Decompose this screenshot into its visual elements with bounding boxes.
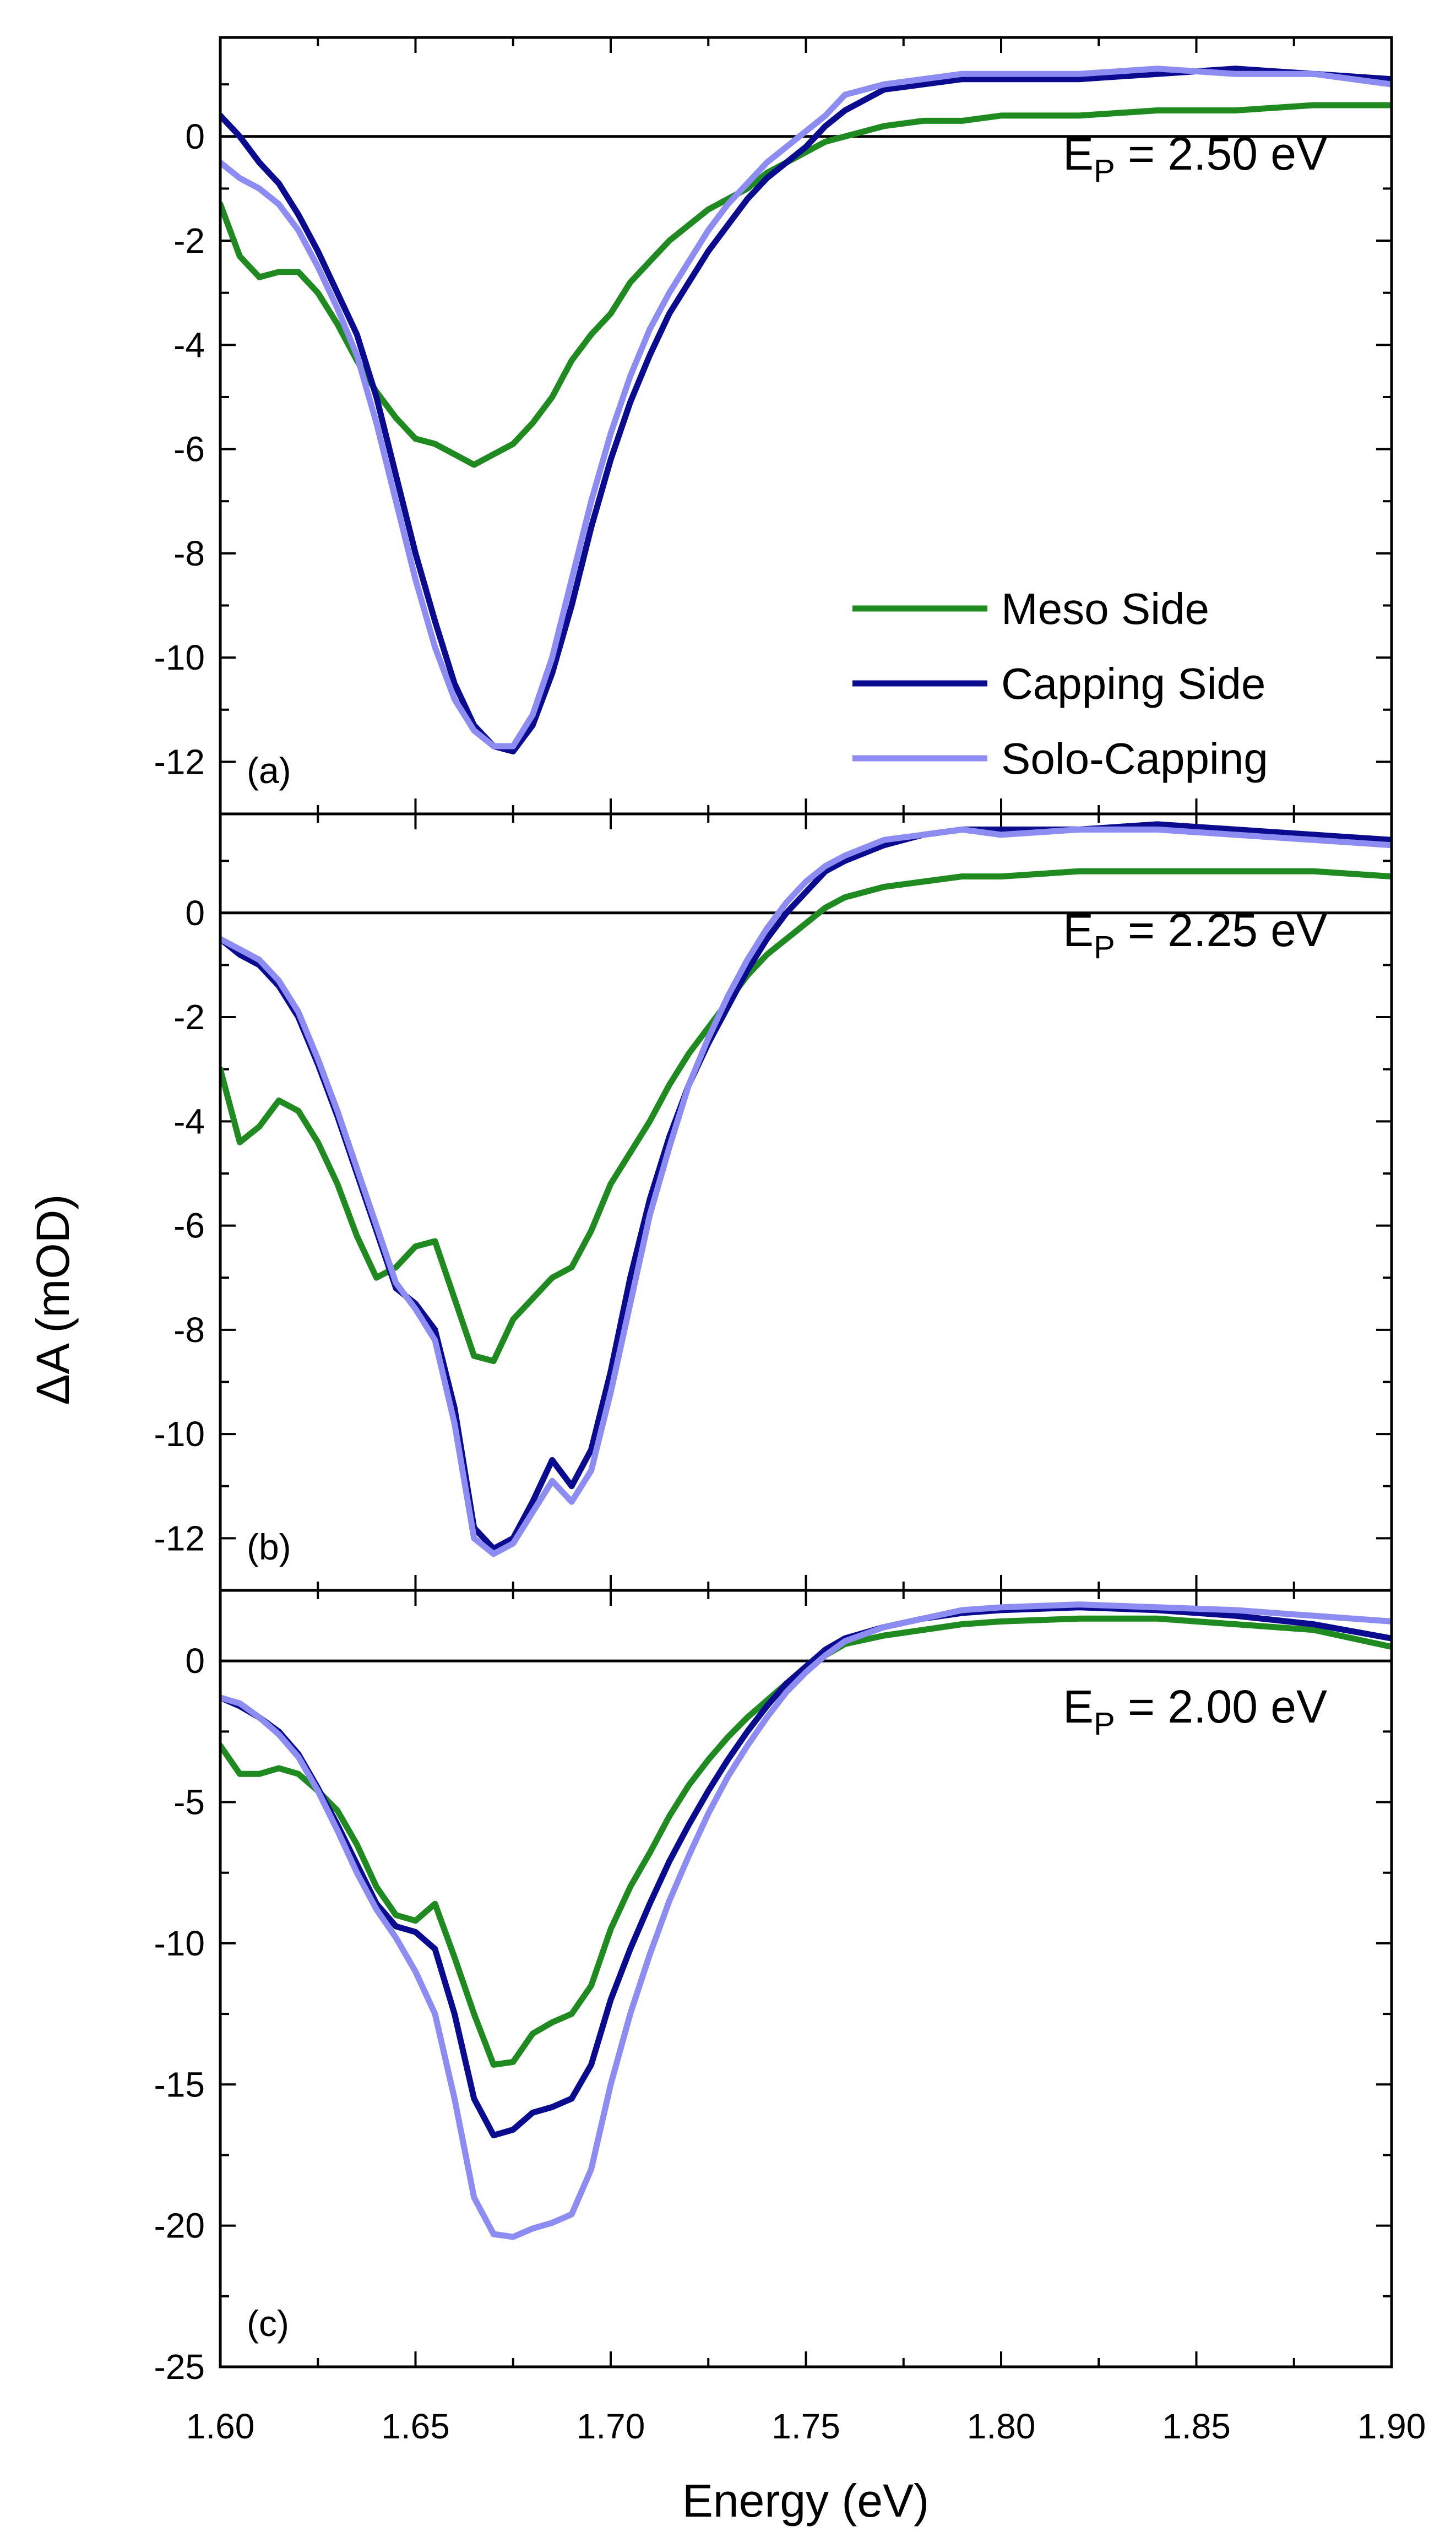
pump-energy-subscript: P <box>1094 153 1115 189</box>
panel-b: 0 -2 -4 -6 -8 -10 -12 (b) EP = 2.25 eV <box>154 812 1393 1592</box>
panel-label: (a) <box>247 750 291 791</box>
pump-energy-label: EP = 2.50 eV <box>1063 128 1327 189</box>
series-line-meso-side <box>220 1615 1392 2068</box>
legend-label: Meso Side <box>1001 584 1209 633</box>
y-tick-label: -8 <box>173 534 205 573</box>
pump-energy-subscript: P <box>1094 930 1115 965</box>
y-tick-label: -10 <box>154 1924 205 1963</box>
x-tick-label: 1.90 <box>1357 2406 1426 2446</box>
series-group <box>220 821 1392 1557</box>
legend-label: Capping Side <box>1001 659 1265 708</box>
y-tick-label: -12 <box>154 742 205 781</box>
pump-energy-symbol: E <box>1063 904 1094 956</box>
pump-energy-value: = 2.50 eV <box>1115 128 1327 180</box>
y-tick-label: 0 <box>185 893 205 933</box>
y-tick-label: -6 <box>173 430 205 469</box>
y-tick-label: -12 <box>154 1518 205 1558</box>
y-tick-label: -2 <box>173 221 205 260</box>
series-line-solo-capping <box>220 1601 1392 2240</box>
panel-c: 0 -5 -10 -15 -20 -25 1.60 1.65 1.70 1.75 1.80 1.85 1… <box>154 1589 1426 2446</box>
x-tick-label: 1.75 <box>772 2406 840 2446</box>
y-tick-label: 0 <box>185 1641 205 1681</box>
x-axis-title: Energy (eV) <box>682 2475 929 2527</box>
y-tick-label: -20 <box>154 2206 205 2246</box>
pump-energy-value: = 2.00 eV <box>1115 1681 1327 1732</box>
series-line-solo-capping <box>220 826 1392 1557</box>
pump-energy-subscript: P <box>1094 1706 1115 1742</box>
panel-a: 0 -2 -4 -6 -8 -10 -12 (a) EP = 2.50 eV <box>154 36 1393 816</box>
y-tick-label: -4 <box>173 1101 205 1141</box>
x-tick-label: 1.80 <box>967 2406 1036 2446</box>
y-tick-label: 0 <box>185 117 205 156</box>
x-tick-label: 1.60 <box>186 2406 255 2446</box>
series-line-solo-capping <box>220 66 1392 749</box>
series-line-meso-side <box>220 868 1392 1365</box>
panel-label: (c) <box>247 2303 289 2344</box>
y-tick-label: -10 <box>154 638 205 677</box>
series-group <box>220 66 1392 754</box>
y-tick-label: -8 <box>173 1310 205 1350</box>
legend: Meso Side Capping Side Solo-Capping <box>852 584 1268 783</box>
y-tick-label: -5 <box>173 1783 205 1822</box>
panel-label: (b) <box>247 1526 291 1567</box>
y-tick-label: -2 <box>173 997 205 1037</box>
pump-energy-value: = 2.25 eV <box>1115 904 1327 956</box>
x-tick-label: 1.70 <box>577 2406 645 2446</box>
y-tick-label: -6 <box>173 1206 205 1246</box>
series-line-capping-side <box>220 66 1392 754</box>
y-tick-label: -10 <box>154 1414 205 1454</box>
legend-label: Solo-Capping <box>1001 734 1268 783</box>
x-tick-label: 1.85 <box>1162 2406 1231 2446</box>
pump-energy-label: EP = 2.00 eV <box>1063 1681 1327 1742</box>
series-group <box>220 1601 1392 2240</box>
y-tick-label: -4 <box>173 325 205 365</box>
pump-energy-label: EP = 2.25 eV <box>1063 904 1327 965</box>
panels-layer: 0-2-4-6-8-10-12 (a)EP = 2.50 eV0-2-4-6-8-… <box>154 36 1426 2446</box>
panel-frame <box>219 1589 1393 2368</box>
y-tick-label: -15 <box>154 2065 205 2104</box>
pump-energy-symbol: E <box>1063 128 1094 180</box>
y-tick-label: -25 <box>154 2347 205 2387</box>
x-tick-label: 1.65 <box>381 2406 450 2446</box>
pump-energy-symbol: E <box>1063 1681 1094 1732</box>
y-axis-title: ΔA (mOD) <box>27 1194 79 1405</box>
